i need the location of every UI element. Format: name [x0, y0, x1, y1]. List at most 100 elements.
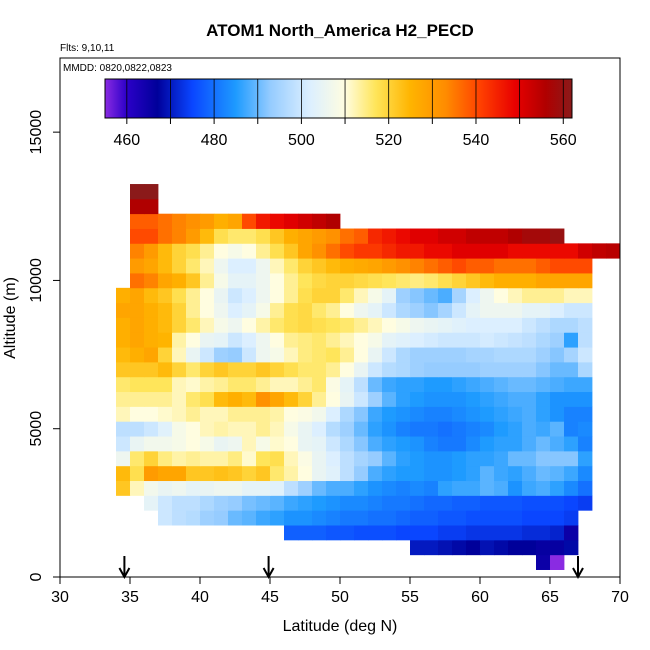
heatmap-cell — [410, 539, 425, 556]
heatmap-cell — [564, 525, 579, 541]
heatmap-cell — [172, 436, 187, 452]
heatmap-cell — [550, 450, 565, 467]
heatmap-cell — [242, 332, 257, 348]
heatmap-cell — [410, 495, 425, 511]
heatmap-cell — [172, 376, 187, 393]
heatmap-cell — [368, 332, 383, 348]
heatmap-cell — [270, 510, 285, 526]
heatmap-cell — [200, 302, 215, 318]
heatmap-cell — [242, 361, 257, 378]
heatmap-cell — [354, 332, 369, 348]
heatmap-cell — [200, 495, 215, 511]
x-tick-label: 40 — [191, 589, 209, 606]
heatmap-cell — [466, 287, 481, 304]
heatmap-cell — [200, 480, 215, 496]
heatmap-cell — [606, 243, 620, 259]
heatmap-cell — [382, 243, 397, 259]
heatmap-cell — [368, 361, 383, 378]
heatmap-cell — [550, 436, 565, 452]
heatmap-cell — [578, 243, 593, 259]
heatmap-cell — [382, 302, 397, 318]
heatmap-cell — [368, 450, 383, 467]
heatmap-cell — [326, 273, 341, 289]
heatmap-cell — [368, 480, 383, 496]
heatmap-cell — [186, 273, 201, 289]
x-axis: 30 35 40 45 50 55 60 65 70 — [51, 577, 629, 606]
heatmap-cell — [396, 258, 411, 274]
heatmap-cell — [494, 495, 509, 511]
heatmap-cell — [270, 436, 285, 452]
x-tick-label: 55 — [401, 589, 419, 606]
heatmap-cell — [186, 465, 201, 482]
heatmap-cell — [452, 273, 467, 289]
heatmap-cell — [172, 332, 187, 348]
heatmap-cell — [522, 406, 537, 422]
heatmap-cell — [550, 287, 565, 304]
heatmap-cell — [186, 361, 201, 378]
heatmap-cell — [522, 391, 537, 407]
heatmap-cell — [466, 436, 481, 452]
heatmap-cell — [536, 450, 551, 467]
heatmap-cell — [270, 258, 285, 274]
heatmap-cell — [326, 421, 341, 437]
heatmap-cell — [158, 450, 173, 467]
heatmap-cell — [340, 406, 355, 422]
y-tick-label: 0 — [28, 572, 45, 581]
heatmap-cell — [158, 258, 173, 274]
heatmap-cell — [494, 273, 509, 289]
heatmap-cell — [550, 421, 565, 437]
colorbar-separators — [126, 79, 564, 124]
heatmap-cell — [214, 258, 229, 274]
heatmap-cell — [340, 258, 355, 274]
heatmap-cell — [494, 317, 509, 333]
heatmap-cell — [326, 287, 341, 304]
heatmap-cell — [298, 273, 313, 289]
heatmap-cell — [382, 406, 397, 422]
heatmap-cell — [522, 302, 537, 318]
heatmap-cell — [550, 376, 565, 393]
heatmap-cell — [410, 228, 425, 244]
heatmap-cell — [298, 213, 313, 229]
heatmap-cell — [200, 450, 215, 467]
heatmap-cell — [326, 243, 341, 259]
heatmap-cell — [312, 480, 327, 496]
heatmap-cell — [130, 361, 145, 378]
heatmap-cell — [256, 450, 271, 467]
heatmap-cell — [354, 273, 369, 289]
y-axis: 0 5000 10000 15000 — [28, 110, 60, 581]
heatmap-cell — [424, 495, 439, 511]
heatmap-cell — [396, 361, 411, 378]
heatmap-cell — [130, 302, 145, 318]
heatmap-cell — [368, 243, 383, 259]
heatmap-cell — [508, 243, 523, 259]
heatmap-cell — [214, 273, 229, 289]
heatmap-cell — [452, 376, 467, 393]
heatmap-cell — [354, 421, 369, 437]
heatmap-cell — [578, 287, 593, 304]
heatmap-cell — [424, 273, 439, 289]
heatmap-cell — [480, 450, 495, 467]
heatmap-cell — [298, 391, 313, 407]
heatmap-cell — [522, 332, 537, 348]
x-tick-label: 60 — [471, 589, 489, 606]
heatmap-cell — [494, 406, 509, 422]
heatmap-cell — [228, 347, 243, 363]
heatmap-cell — [326, 258, 341, 274]
heatmap-cell — [494, 480, 509, 496]
heatmap-cell — [214, 228, 229, 244]
heatmap-cell — [368, 287, 383, 304]
heatmap-cell — [382, 258, 397, 274]
heatmap-cell — [228, 495, 243, 511]
heatmap-cell — [536, 376, 551, 393]
heatmap-cell — [438, 258, 453, 274]
heatmap-cell — [438, 287, 453, 304]
heatmap-cell — [228, 213, 243, 229]
heatmap-cell — [452, 495, 467, 511]
heatmap-cell — [256, 361, 271, 378]
heatmap-cell — [396, 332, 411, 348]
heatmap-cell — [508, 421, 523, 437]
heatmap-cell — [550, 554, 565, 570]
heatmap-cell — [270, 332, 285, 348]
heatmap-cell — [536, 525, 551, 541]
heatmap-cell — [214, 450, 229, 467]
